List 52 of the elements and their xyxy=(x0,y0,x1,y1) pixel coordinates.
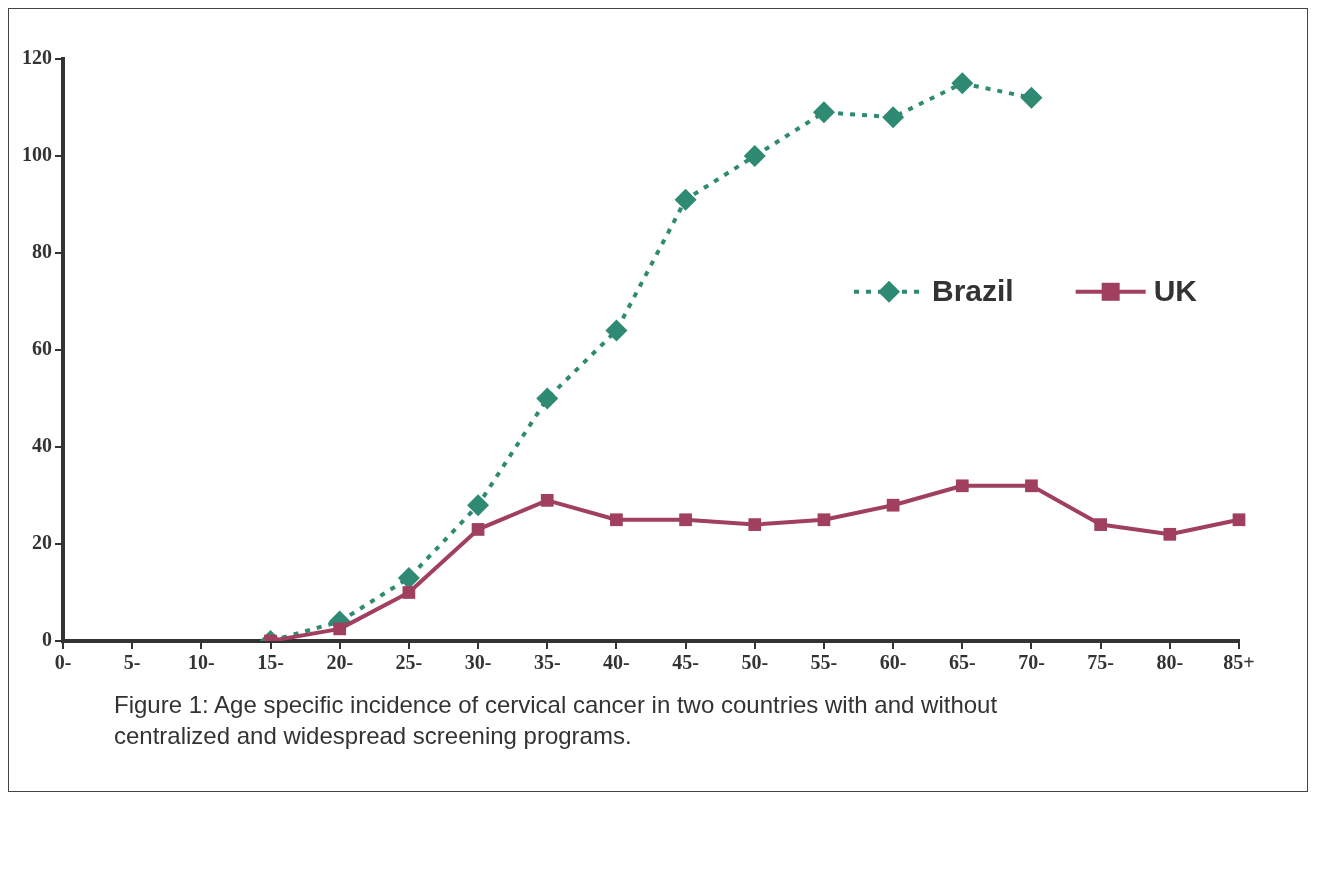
point xyxy=(536,387,559,410)
point xyxy=(333,622,347,636)
x-tick-label: 75- xyxy=(1087,651,1114,674)
x-tick-label: 60- xyxy=(879,651,907,674)
y-tick-label: 80 xyxy=(32,240,52,263)
point xyxy=(955,479,969,493)
x-tick-label: 20- xyxy=(326,651,354,674)
x-tick-label: 40- xyxy=(603,651,630,674)
point xyxy=(882,106,905,129)
point xyxy=(743,145,766,167)
point xyxy=(674,188,697,211)
x-tick-label: 80- xyxy=(1156,651,1184,674)
y-tick-label: 100 xyxy=(22,143,52,166)
x-tick-label: 0- xyxy=(54,651,72,674)
point xyxy=(467,494,490,517)
point xyxy=(1094,518,1108,531)
point xyxy=(817,513,831,527)
point xyxy=(402,586,416,599)
point xyxy=(397,566,420,589)
point xyxy=(1025,479,1038,493)
legend-label: UK xyxy=(1153,274,1198,308)
x-tick-label: 10- xyxy=(188,651,215,674)
point xyxy=(471,523,485,536)
y-tick-label: 40 xyxy=(32,434,52,457)
point xyxy=(812,101,835,124)
point xyxy=(1232,513,1246,527)
x-tick-label: 30- xyxy=(464,651,492,674)
x-tick-label: 55- xyxy=(810,651,838,674)
point xyxy=(1020,86,1043,109)
point xyxy=(886,498,900,512)
x-tick-label: 85+ xyxy=(1223,651,1255,674)
x-tick-label: 5- xyxy=(123,651,141,674)
point xyxy=(951,72,974,95)
point xyxy=(605,319,628,342)
y-tick-label: 60 xyxy=(32,337,52,360)
x-tick-label: 35- xyxy=(533,651,561,674)
x-tick-label: 65- xyxy=(948,651,976,674)
y-tick-label: 120 xyxy=(22,46,52,69)
y-tick-label: 0 xyxy=(42,628,52,651)
x-tick-label: 70- xyxy=(1018,651,1045,674)
legend-label: Brazil xyxy=(931,274,1014,308)
caption: Figure 1: Age specific incidence of cervical cancer in two countries with and without centralized and widespread screening programs. xyxy=(114,690,999,752)
point xyxy=(748,518,762,531)
point xyxy=(610,513,623,527)
point xyxy=(540,493,554,507)
point xyxy=(679,513,692,527)
x-tick-label: 50- xyxy=(741,651,769,674)
x-tick-label: 25- xyxy=(395,651,423,674)
x-tick-label: 45- xyxy=(672,651,699,674)
y-tick-label: 20 xyxy=(32,531,52,554)
point xyxy=(1163,527,1177,541)
x-tick-label: 15- xyxy=(257,651,284,674)
